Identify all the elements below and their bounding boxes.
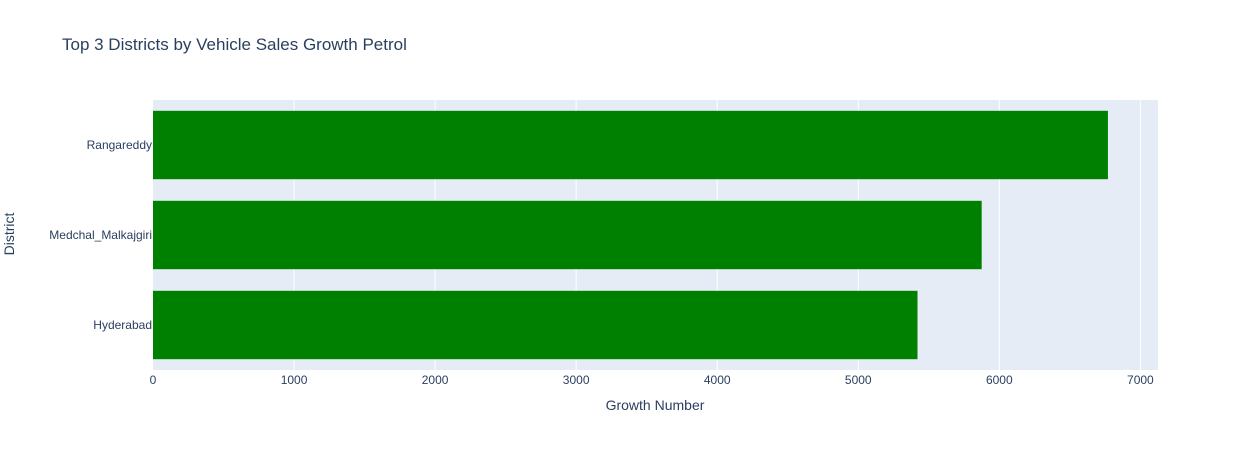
y-axis-title: District <box>1 213 17 256</box>
x-tick-label: 6000 <box>986 373 1013 387</box>
x-tick-labels: 0 1000 2000 3000 4000 5000 6000 7000 <box>150 373 1154 387</box>
x-tick-label: 0 <box>150 373 157 387</box>
x-axis-title: Growth Number <box>606 397 705 413</box>
x-tick-label: 1000 <box>281 373 308 387</box>
y-tick-labels: Rangareddy Medchal_Malkajgiri Hyderabad <box>49 138 152 332</box>
x-tick-label: 2000 <box>422 373 449 387</box>
bars <box>153 110 1108 360</box>
bar-medchal-malkajgiri[interactable] <box>153 200 982 270</box>
y-tick-label: Medchal_Malkajgiri <box>49 228 152 242</box>
x-tick-label: 5000 <box>845 373 872 387</box>
bar-rangareddy[interactable] <box>153 110 1108 180</box>
x-tick-label: 3000 <box>563 373 590 387</box>
x-tick-label: 4000 <box>704 373 731 387</box>
bar-hyderabad[interactable] <box>153 290 918 360</box>
x-tick-label: 7000 <box>1127 373 1154 387</box>
chart-title: Top 3 Districts by Vehicle Sales Growth … <box>62 35 407 54</box>
y-tick-label: Rangareddy <box>87 138 152 152</box>
y-tick-label: Hyderabad <box>93 318 152 332</box>
